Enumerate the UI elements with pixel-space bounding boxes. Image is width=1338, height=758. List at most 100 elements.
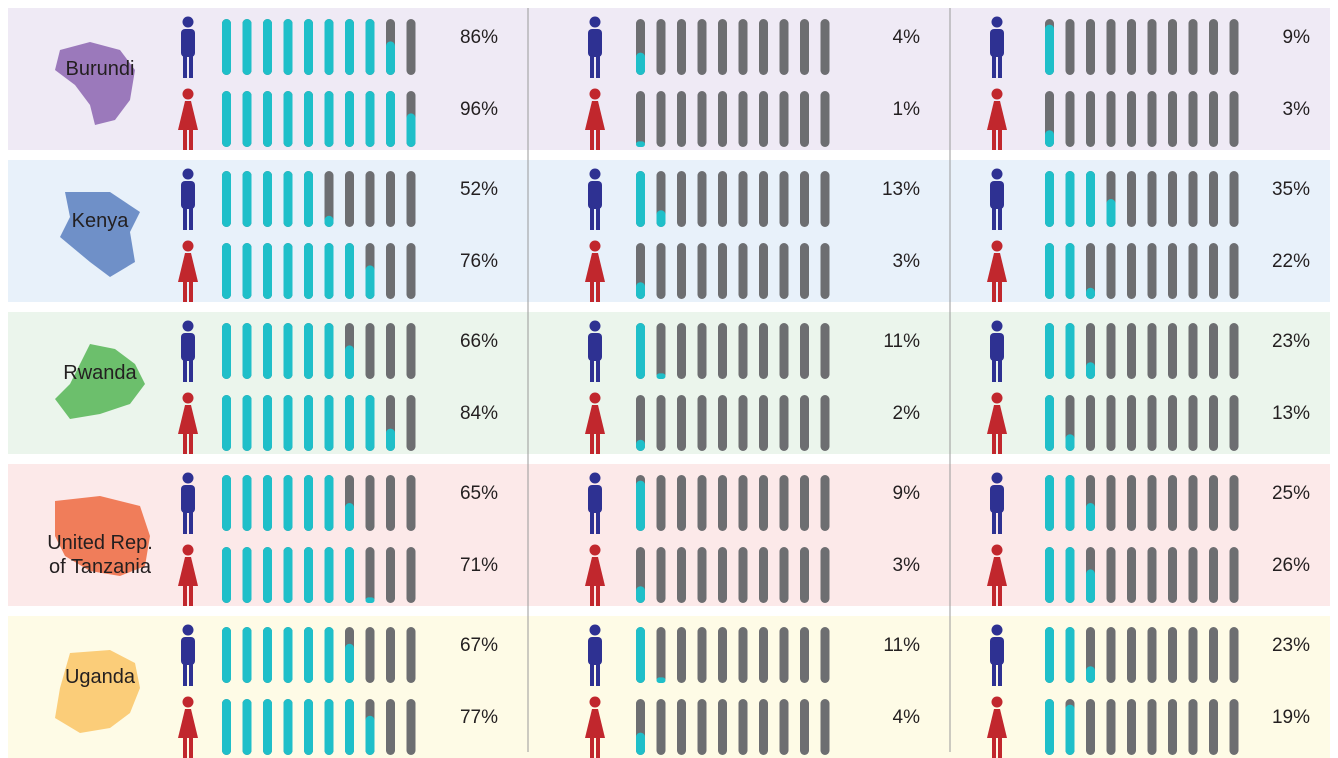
- bar-empty: [386, 243, 395, 299]
- bar-empty: [718, 395, 727, 451]
- country-map: [55, 650, 140, 733]
- value-label: 66%: [460, 331, 498, 352]
- bar-filled: [1065, 704, 1075, 755]
- bar-filled: [345, 699, 354, 755]
- female-icon-head: [182, 240, 194, 252]
- bar-empty: [738, 91, 748, 147]
- bar-empty: [1229, 547, 1239, 603]
- bar-empty: [345, 171, 354, 227]
- bar-filled: [1086, 362, 1095, 379]
- bar-empty: [1168, 323, 1177, 379]
- bar-empty: [759, 323, 768, 379]
- female-icon-head: [991, 392, 1003, 404]
- value-label: 25%: [1272, 483, 1310, 504]
- bar-filled: [263, 91, 272, 147]
- bar-filled: [283, 19, 293, 75]
- bar-empty: [800, 91, 809, 147]
- bar-empty: [656, 395, 666, 451]
- male-icon-leg: [189, 360, 193, 382]
- male-icon-leg: [183, 56, 187, 78]
- bar-empty: [779, 699, 789, 755]
- bar-filled: [636, 439, 645, 451]
- bar-empty: [738, 171, 748, 227]
- bar-filled: [345, 345, 354, 379]
- bar-empty: [1209, 19, 1218, 75]
- bar-empty: [1168, 171, 1177, 227]
- bar-empty: [820, 547, 830, 603]
- bar-empty: [656, 475, 666, 531]
- bar-filled: [304, 19, 313, 75]
- male-icon-leg: [590, 512, 594, 534]
- country-label-box: Rwanda: [63, 362, 136, 384]
- bar-filled: [263, 475, 272, 531]
- female-icon-body: [585, 557, 605, 586]
- bar-empty: [1209, 475, 1218, 531]
- bar-filled: [636, 586, 645, 603]
- bar-empty: [1065, 19, 1075, 75]
- female-icon-body: [178, 253, 198, 282]
- bar-empty: [759, 19, 768, 75]
- bar-filled: [263, 699, 272, 755]
- female-icon-leg: [998, 584, 1002, 606]
- female-icon-leg: [596, 128, 600, 150]
- bar-empty: [800, 547, 809, 603]
- bar-empty: [1229, 395, 1239, 451]
- bar-empty: [406, 627, 416, 683]
- male-icon-head: [589, 320, 601, 332]
- male-icon-leg: [998, 512, 1002, 534]
- bar-filled: [1065, 323, 1075, 379]
- bar-empty: [1209, 627, 1218, 683]
- female-icon-head: [589, 240, 601, 252]
- bar-empty: [1106, 475, 1116, 531]
- bar-empty: [1188, 171, 1198, 227]
- male-icon-leg: [998, 56, 1002, 78]
- value-label: 71%: [460, 555, 498, 576]
- bar-empty: [656, 699, 666, 755]
- bar-filled: [386, 41, 395, 75]
- bar-filled: [636, 141, 645, 147]
- bar-empty: [800, 699, 809, 755]
- bar-empty: [779, 475, 789, 531]
- female-icon-leg: [189, 432, 193, 454]
- bar-filled: [636, 323, 645, 379]
- male-icon-leg: [183, 512, 187, 534]
- value-label: 77%: [460, 707, 498, 728]
- bar-empty: [324, 171, 334, 227]
- bar-empty: [697, 395, 707, 451]
- female-icon-head: [991, 88, 1003, 100]
- bar-filled: [242, 171, 252, 227]
- bar-empty: [1209, 171, 1218, 227]
- bar-filled: [1045, 171, 1054, 227]
- bar-empty: [1209, 547, 1218, 603]
- male-icon-body: [990, 485, 1004, 513]
- female-icon-head: [182, 392, 194, 404]
- bar-filled: [345, 395, 354, 451]
- bar-filled: [1065, 547, 1075, 603]
- bar-empty: [1127, 243, 1136, 299]
- male-icon-leg: [998, 664, 1002, 686]
- bar-empty: [759, 699, 768, 755]
- female-icon-body: [178, 405, 198, 434]
- bar-filled: [345, 547, 354, 603]
- female-icon-leg: [596, 584, 600, 606]
- bar-empty: [738, 699, 748, 755]
- bar-empty: [656, 547, 666, 603]
- bar-filled: [283, 547, 293, 603]
- bar-empty: [406, 547, 416, 603]
- bar-empty: [1065, 91, 1075, 147]
- male-icon-leg: [992, 208, 996, 230]
- male-icon-leg: [992, 56, 996, 78]
- male-icon-head: [991, 16, 1003, 28]
- bar-empty: [759, 171, 768, 227]
- bar-empty: [1127, 699, 1136, 755]
- country-label-box: Uganda: [65, 666, 135, 688]
- bar-filled: [1045, 243, 1054, 299]
- female-icon-leg: [596, 736, 600, 758]
- female-icon-leg: [992, 128, 996, 150]
- bar-empty: [1229, 243, 1239, 299]
- bar-filled: [636, 282, 645, 299]
- female-icon-head: [991, 696, 1003, 708]
- bar-filled: [283, 243, 293, 299]
- bar-empty: [718, 19, 727, 75]
- bar-empty: [1188, 627, 1198, 683]
